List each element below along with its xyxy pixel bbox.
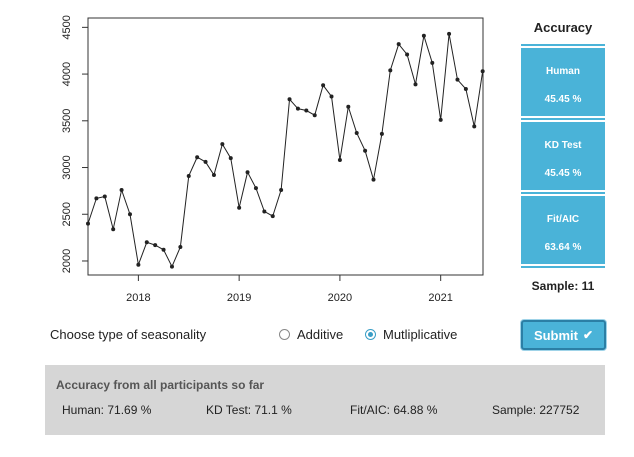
radio-additive[interactable]: Additive — [279, 327, 343, 342]
data-point — [379, 131, 384, 136]
sample-count: Sample: 11 — [531, 279, 595, 293]
data-point — [119, 187, 124, 192]
fit-aic-accuracy-value: 63.64 % — [544, 242, 582, 253]
data-point — [245, 170, 250, 175]
human-accuracy-label: Human — [546, 66, 580, 77]
data-point — [94, 196, 99, 201]
series-line — [87, 33, 484, 268]
summary-human: Human: 71.69 % — [62, 403, 152, 417]
data-point — [438, 117, 443, 122]
data-point — [371, 177, 376, 182]
data-point — [480, 69, 485, 74]
data-point — [262, 209, 267, 214]
data-point — [270, 214, 275, 219]
data-point — [312, 113, 317, 118]
y-tick-label: 2500 — [61, 202, 73, 226]
data-point — [388, 68, 393, 73]
human-accuracy-box: Human 45.45 % — [521, 48, 605, 116]
data-point — [144, 240, 149, 245]
time-series-chart: 2018 2019 2020 2021 2000 2500 3000 3500 4000 450… — [61, 15, 485, 304]
radio-multiplicative[interactable]: Mutliplicative — [365, 327, 457, 342]
x-tick-label: 2019 — [227, 292, 251, 304]
fit-aic-accuracy-label: Fit/AIC — [546, 214, 580, 225]
human-accuracy-value: 45.45 % — [544, 94, 582, 105]
data-point — [363, 148, 368, 153]
radio-multiplicative-circle[interactable] — [365, 329, 376, 340]
checkmark-icon: ✔ — [583, 328, 594, 342]
accuracy-separator — [521, 192, 605, 194]
summary-title: Accuracy from all participants so far — [56, 378, 265, 392]
y-tick-label: 3000 — [61, 155, 73, 179]
data-point — [447, 31, 452, 36]
data-point — [237, 205, 242, 210]
data-point — [463, 87, 468, 92]
plot-frame — [87, 17, 484, 276]
data-point — [455, 77, 460, 82]
data-point — [472, 124, 477, 129]
data-point — [279, 187, 284, 192]
accuracy-separator — [521, 118, 605, 120]
data-point — [136, 262, 141, 267]
data-point — [169, 264, 174, 269]
accuracy-separator — [521, 266, 605, 268]
accuracy-separator — [521, 44, 605, 46]
submit-button[interactable]: Submit ✔ — [521, 320, 606, 350]
data-point — [195, 155, 200, 160]
y-tick-label: 4000 — [61, 62, 73, 86]
summary-panel: Accuracy from all participants so far Hu… — [45, 365, 605, 435]
kd-test-accuracy-box: KD Test 45.45 % — [521, 122, 605, 190]
data-point — [228, 156, 233, 161]
data-point — [405, 52, 410, 57]
data-point — [178, 244, 183, 249]
data-point — [287, 97, 292, 102]
data-point — [86, 221, 90, 226]
data-point — [329, 94, 334, 99]
data-point — [111, 227, 116, 232]
data-point — [102, 194, 107, 199]
data-point — [203, 159, 208, 164]
kd-test-accuracy-label: KD Test — [544, 140, 582, 151]
data-point — [253, 186, 258, 191]
data-point — [161, 247, 166, 252]
x-tick-label: 2020 — [328, 292, 352, 304]
seasonality-label: Choose type of seasonality — [50, 327, 207, 342]
y-tick-label: 4500 — [61, 15, 73, 39]
data-point — [421, 33, 426, 38]
summary-kd-test: KD Test: 71.1 % — [206, 403, 292, 417]
kd-test-accuracy-value: 45.45 % — [544, 168, 582, 179]
data-point — [295, 106, 300, 111]
accuracy-title: Accuracy — [533, 20, 593, 35]
data-point — [337, 158, 342, 163]
data-point — [430, 60, 435, 65]
data-point — [153, 243, 158, 248]
data-point — [354, 130, 359, 135]
radio-additive-label: Additive — [297, 327, 344, 342]
y-tick-label: 2000 — [61, 249, 73, 273]
x-tick-label: 2021 — [428, 292, 452, 304]
summary-fit-aic: Fit/AIC: 64.88 % — [350, 403, 438, 417]
fit-aic-accuracy-box: Fit/AIC 63.64 % — [521, 196, 605, 264]
data-point — [186, 173, 191, 178]
data-point — [127, 212, 132, 217]
data-point — [211, 173, 216, 178]
data-point — [220, 142, 225, 147]
data-point — [413, 82, 418, 87]
radio-multiplicative-label: Mutliplicative — [383, 327, 458, 342]
summary-sample: Sample: 227752 — [492, 403, 580, 417]
data-point — [321, 83, 326, 88]
x-tick-label: 2018 — [126, 292, 150, 304]
data-point — [396, 42, 401, 47]
radio-additive-circle[interactable] — [279, 329, 290, 340]
y-tick-label: 3500 — [61, 109, 73, 133]
submit-button-label: Submit — [533, 327, 578, 343]
data-point — [304, 108, 309, 113]
data-point — [346, 104, 351, 109]
